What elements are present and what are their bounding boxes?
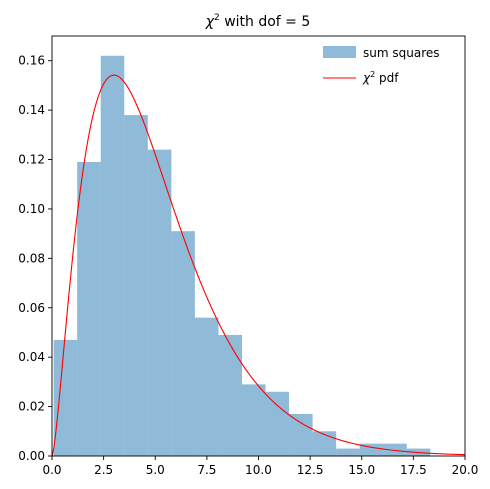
histogram-bars [53,55,431,456]
histogram-bar [218,334,242,456]
x-tick-label: 0.0 [42,463,61,477]
histogram-bar [241,384,266,456]
legend-label-chi2-symbol: χ [362,71,371,85]
histogram-bar [265,391,290,456]
y-tick-label: 0.04 [18,350,45,364]
chart-title: χ2 with dof = 5 [205,13,311,30]
y-tick-label: 0.02 [18,400,45,414]
legend-label-chi2-superscript: 2 [370,70,375,79]
y-tick-label: 0.16 [18,54,45,68]
histogram-bar [171,231,195,456]
histogram-bar [383,443,407,456]
chart-title-superscript: 2 [214,13,220,23]
histogram-bar [147,149,172,456]
x-tick-label: 17.5 [400,463,427,477]
x-tick-label: 20.0 [452,463,479,477]
histogram-bar [312,431,337,456]
legend-label-chi2-pdf: χ2 pdf [362,70,399,85]
chart-title-symbol: χ [205,14,215,30]
y-tick-label: 0.10 [18,202,45,216]
histogram-bar [53,339,78,456]
x-tick-label: 7.5 [197,463,216,477]
histogram-bar [100,55,125,456]
histogram-bar [289,414,313,456]
x-tick-label: 5.0 [146,463,165,477]
x-tick-label: 10.0 [245,463,272,477]
chi2-pdf-line [51,74,466,457]
x-tick-label: 2.5 [94,463,113,477]
y-tick-label: 0.12 [18,153,45,167]
histogram-bar [194,317,219,456]
histogram-bar [77,162,101,456]
legend-swatch-sum-squares [323,46,356,58]
y-tick-label: 0.00 [18,449,45,463]
histogram-bar [336,448,360,456]
x-axis-ticks: 0.0 2.5 5.0 7.5 10.0 12.5 15.0 17.5 20.0 [42,456,478,477]
x-tick-label: 12.5 [297,463,324,477]
histogram-bar [124,115,148,456]
y-tick-label: 0.06 [18,301,45,315]
chart-title-suffix: with dof = 5 [220,14,311,30]
x-tick-label: 15.0 [348,463,375,477]
y-tick-label: 0.14 [18,103,45,117]
y-axis-ticks: 0.00 0.02 0.04 0.06 0.08 0.10 0.12 0.14 0.16 [18,54,52,463]
legend-label-chi2-suffix: pdf [375,71,399,85]
legend-label-sum-squares: sum squares [363,46,440,60]
legend: sum squares χ2 pdf [323,46,440,85]
y-tick-label: 0.08 [18,251,45,265]
